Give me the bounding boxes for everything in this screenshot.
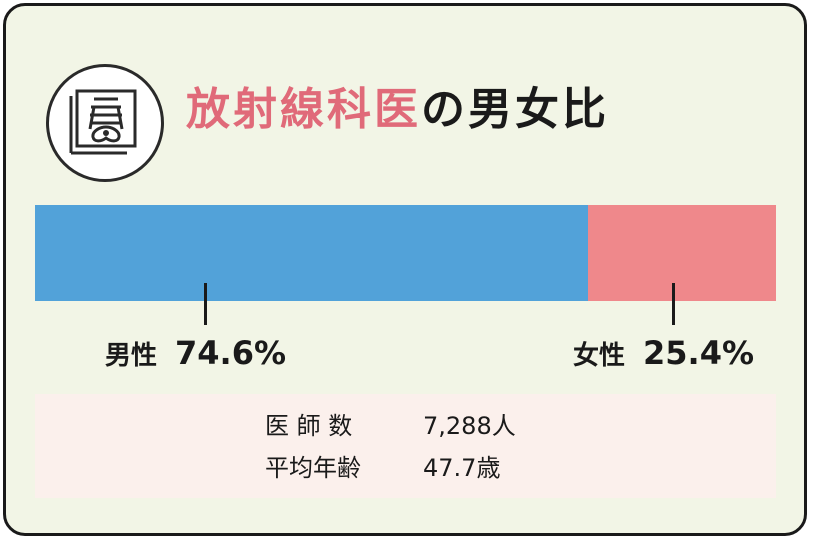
- stats-panel: 医 師 数 7,288人 平均年齢 47.7歳: [35, 394, 776, 498]
- tick-male: [204, 283, 207, 325]
- title-accent: 放射線科医: [186, 84, 421, 135]
- tick-female: [672, 283, 675, 325]
- male-label: 男性 74.6%: [105, 337, 286, 369]
- male-value: 74.6%: [175, 334, 287, 372]
- title-rest: の男女比: [421, 84, 609, 135]
- stat-value: 47.7歳: [423, 454, 501, 482]
- female-category: 女性: [573, 341, 626, 371]
- stat-row-age: 平均年齢 47.7歳: [265, 456, 500, 480]
- xray-icon: [46, 64, 164, 182]
- bar-segment-male: [35, 205, 588, 301]
- male-category: 男性: [105, 341, 158, 371]
- bar-segment-female: [587, 205, 776, 301]
- stacked-bar: [35, 205, 776, 301]
- page-title: 放射線科医の男女比: [186, 88, 609, 132]
- female-value: 25.4%: [643, 334, 755, 372]
- stat-label: 平均年齢: [265, 454, 361, 482]
- female-label: 女性 25.4%: [573, 337, 754, 369]
- stat-label: 医 師 数: [265, 412, 353, 440]
- stat-row-doctors: 医 師 数 7,288人: [265, 414, 516, 438]
- stat-value: 7,288人: [423, 412, 516, 440]
